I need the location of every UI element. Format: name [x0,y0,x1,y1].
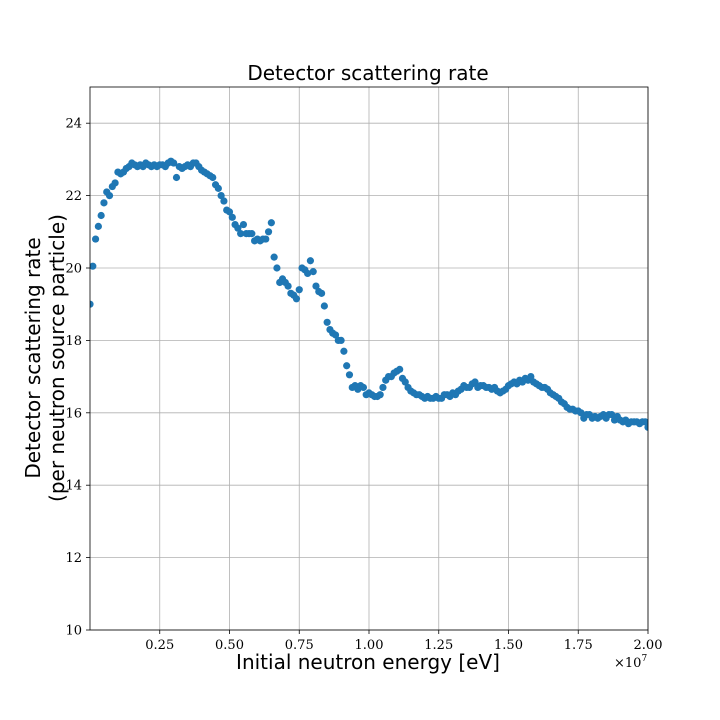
y-tick-label: 16 [65,406,82,421]
data-point [359,383,368,392]
data-point [97,211,105,220]
scatter-points [90,157,648,431]
chart-title: Detector scattering rate [247,61,488,85]
data-point [577,409,585,417]
data-point [295,286,303,294]
data-point [292,295,301,303]
data-point [323,318,331,326]
data-point [270,253,278,261]
x-tick-label: 2.00 [634,638,663,653]
x-axis-label: Initial neutron energy [eV] [236,650,500,674]
data-point [343,362,351,370]
data-point [91,235,100,243]
y-tick-label: 12 [65,551,82,566]
data-point [234,224,242,232]
data-point [309,268,317,276]
data-point [396,365,404,373]
y-tick-label: 14 [65,479,82,494]
y-tick-label: 10 [65,624,82,639]
data-point [379,383,387,392]
data-point [228,213,236,221]
data-point [172,173,181,182]
data-point [94,222,102,230]
data-point [306,257,315,265]
data-point [471,378,479,386]
y-tick-label: 20 [65,262,82,277]
data-point [217,192,225,200]
x-offset-text: ×107 [614,654,647,671]
y-tick-label: 18 [65,334,82,349]
y-tick-label: 22 [65,189,82,204]
x-tick-label: 1.25 [424,638,453,653]
data-point [225,208,234,216]
x-tick-label: 0.75 [285,638,314,653]
data-point [220,197,228,205]
data-point [304,269,312,278]
data-point [267,219,275,227]
data-point [284,282,292,290]
y-tick-label: 24 [65,117,82,132]
data-point [237,230,245,238]
data-point [209,173,217,182]
data-point [214,184,222,192]
x-tick-label: 1.75 [564,638,593,653]
data-point [337,336,345,344]
x-offset-exponent: 7 [641,654,647,664]
data-point [312,282,320,290]
data-point [248,230,256,238]
data-point [262,235,270,243]
grid-lines [90,87,649,631]
axis-ticks: 0.25 0.50 0.75 1.00 1.25 1.50 1.75 2.00 10 12 14 16… [65,117,662,653]
data-point [170,159,178,167]
data-point [239,220,248,229]
data-point [376,391,384,399]
data-point [100,199,108,207]
data-point [401,378,409,386]
data-point [340,347,348,355]
data-point [331,331,340,339]
y-axis-label-line2: (per neutron source particle) [45,214,69,502]
data-point [320,302,328,310]
data-point [90,262,97,270]
data-point [90,300,94,308]
data-point [345,371,354,379]
data-point [641,418,648,426]
data-point [608,411,616,419]
data-point [644,423,648,431]
x-tick-label: 1.00 [355,638,384,653]
data-point [273,264,281,272]
y-axis-label-line1: Detector scattering rate [21,237,45,478]
data-point [111,179,119,187]
data-point [317,289,326,297]
y-axis-label: Detector scattering rate (per neutron so… [21,214,69,502]
x-tick-label: 1.50 [494,638,523,653]
x-tick-label: 0.25 [145,638,174,653]
data-point [527,373,535,381]
x-offset-multiplier: ×10 [614,656,641,671]
data-point [264,228,273,236]
svg-text:×107: ×107 [614,654,647,671]
x-tick-label: 0.50 [215,638,244,653]
data-point [105,192,114,200]
